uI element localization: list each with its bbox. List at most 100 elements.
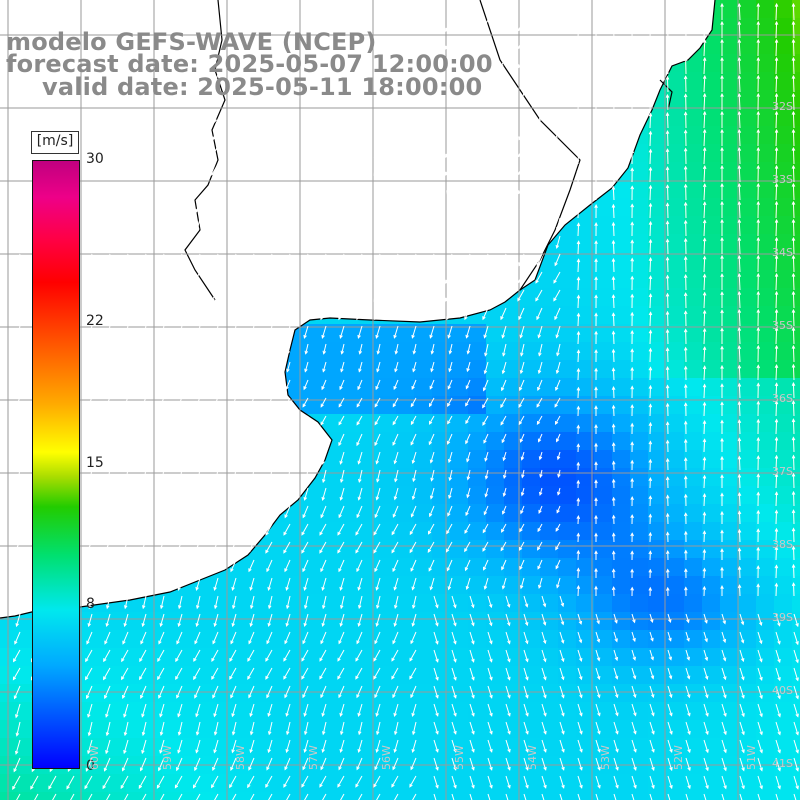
wind-cell (594, 648, 612, 666)
wind-cell (306, 360, 324, 378)
wind-cell (594, 540, 612, 558)
wind-cell (594, 378, 612, 396)
wind-cell (270, 648, 288, 666)
wind-cell (774, 558, 792, 576)
wind-cell (594, 216, 612, 234)
wind-cell (594, 234, 612, 252)
wind-cell (594, 576, 612, 594)
wind-cell (270, 630, 288, 648)
wind-cell (702, 180, 720, 198)
wind-cell (522, 774, 540, 792)
wind-arrow (517, 19, 525, 32)
wind-cell (450, 792, 468, 800)
wind-cell (180, 684, 198, 702)
wind-cell (522, 378, 540, 396)
wind-cell (576, 720, 594, 738)
wind-cell (738, 684, 756, 702)
wind-cell (684, 666, 702, 684)
wind-cell (558, 432, 576, 450)
wind-cell (594, 450, 612, 468)
wind-cell (144, 630, 162, 648)
wind-cell (576, 324, 594, 342)
wind-cell (540, 324, 558, 342)
wind-cell (378, 504, 396, 522)
wind-cell (666, 216, 684, 234)
wind-cell (648, 324, 666, 342)
wind-cell (378, 630, 396, 648)
wind-cell (666, 666, 684, 684)
wind-cell (414, 342, 432, 360)
wind-cell (792, 234, 800, 252)
wind-cell (486, 648, 504, 666)
wind-cell (738, 342, 756, 360)
wind-cell (468, 450, 486, 468)
wind-cell (432, 486, 450, 504)
wind-cell (774, 252, 792, 270)
wind-cell (576, 648, 594, 666)
wind-cell (90, 774, 108, 792)
wind-cell (342, 612, 360, 630)
wind-cell (396, 504, 414, 522)
wind-cell (288, 594, 306, 612)
wind-cell (612, 432, 630, 450)
wind-cell (396, 720, 414, 738)
wind-cell (630, 504, 648, 522)
wind-cell (360, 522, 378, 540)
wind-cell (342, 468, 360, 486)
wind-cell (774, 126, 792, 144)
wind-cell (576, 612, 594, 630)
wind-cell (306, 720, 324, 738)
longitude-label: 55W (453, 745, 466, 770)
wind-cell (0, 666, 18, 684)
wind-cell (612, 630, 630, 648)
wind-cell (468, 630, 486, 648)
wind-cell (720, 126, 738, 144)
wind-cell (792, 432, 800, 450)
wind-cell (684, 72, 702, 90)
wind-cell (792, 378, 800, 396)
wind-cell (486, 702, 504, 720)
wind-cell (702, 414, 720, 432)
wind-cell (630, 702, 648, 720)
wind-cell (720, 396, 738, 414)
wind-cell (666, 630, 684, 648)
wind-cell (0, 702, 18, 720)
wind-cell (720, 288, 738, 306)
wind-cell (324, 738, 342, 756)
wind-cell (558, 450, 576, 468)
wind-cell (630, 162, 648, 180)
wind-cell (504, 378, 522, 396)
wind-cell (594, 342, 612, 360)
wind-cell (630, 198, 648, 216)
wind-cell (756, 54, 774, 72)
wind-cell (630, 396, 648, 414)
wind-arrow (211, 19, 219, 32)
wind-cell (270, 684, 288, 702)
wind-cell (774, 540, 792, 558)
wind-cell (630, 594, 648, 612)
wind-cell (738, 324, 756, 342)
wind-cell (540, 432, 558, 450)
wind-cell (738, 288, 756, 306)
wind-cell (702, 198, 720, 216)
wind-arrow (391, 19, 399, 32)
wind-cell (666, 540, 684, 558)
wind-cell (540, 702, 558, 720)
wind-cell (738, 504, 756, 522)
wind-cell (144, 774, 162, 792)
wind-cell (342, 738, 360, 756)
wind-cell (342, 342, 360, 360)
wind-cell (342, 666, 360, 684)
wind-cell (738, 72, 756, 90)
wind-cell (648, 612, 666, 630)
wind-cell (666, 576, 684, 594)
wind-cell (684, 702, 702, 720)
wind-cell (594, 612, 612, 630)
wind-cell (720, 90, 738, 108)
wind-cell (594, 504, 612, 522)
wind-cell (774, 522, 792, 540)
wind-cell (684, 612, 702, 630)
wind-arrow (265, 19, 273, 32)
wind-cell (738, 126, 756, 144)
wind-cell (198, 684, 216, 702)
